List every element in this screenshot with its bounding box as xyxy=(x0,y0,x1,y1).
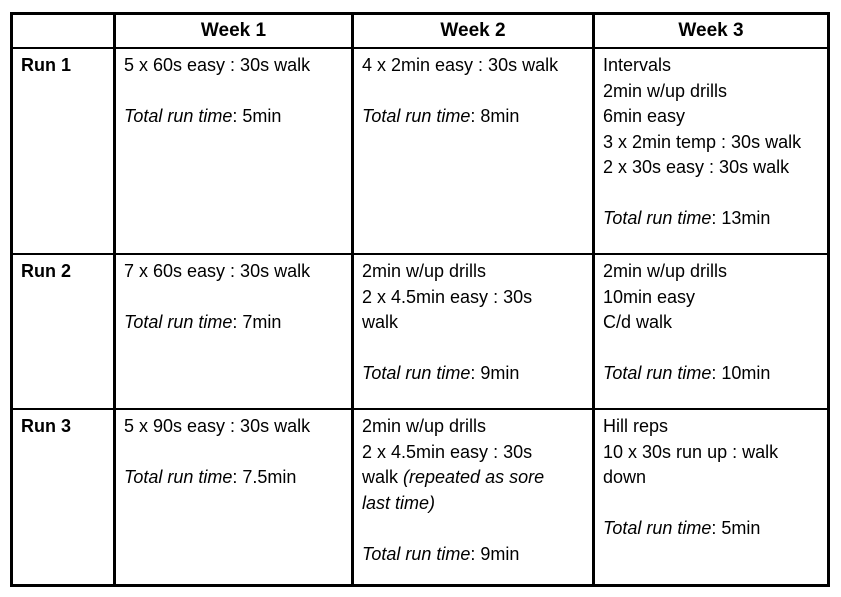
text-segment: 2min w/up drills xyxy=(362,261,487,281)
cell-text-line: 6min easy xyxy=(603,104,819,130)
cell-text-line: Total run time: 9min xyxy=(362,361,584,387)
cell-text-line: Total run time: 10min xyxy=(603,361,819,387)
cell-text-line: 5 x 90s easy : 30s walk xyxy=(124,414,343,440)
row-label-run-1: Run 1 xyxy=(13,49,116,255)
cell-run-3-week-1: 5 x 90s easy : 30s walk Total run time: … xyxy=(116,410,354,584)
cell-text-line: 10min easy xyxy=(603,285,819,311)
cell-text-line xyxy=(124,79,343,105)
header-week-3: Week 3 xyxy=(595,15,827,49)
italic-text-segment: Total run time xyxy=(603,518,712,538)
text-segment: : 7.5min xyxy=(232,467,297,487)
text-segment: 2min w/up drills xyxy=(603,261,728,281)
cell-run-3-week-2: 2min w/up drills 2 x 4.5min easy : 30s wal… xyxy=(354,410,595,584)
italic-text-segment: Total run time xyxy=(603,363,712,383)
text-segment: 3 x 2min temp : 30s walk xyxy=(603,131,802,152)
cell-text-line: Intervals xyxy=(603,53,819,79)
italic-text-segment: Total run time xyxy=(124,467,233,487)
italic-text-segment: Total run time xyxy=(362,543,471,564)
text-segment: : 9min xyxy=(470,363,520,383)
cell-run-2-week-1: 7 x 60s easy : 30s walk Total run time: … xyxy=(116,255,354,410)
text-segment: Intervals xyxy=(603,55,672,75)
text-segment: 2min w/up drills xyxy=(603,80,728,101)
text-segment: 10min easy xyxy=(603,286,696,307)
cell-text-line: walk (repeated as sore xyxy=(362,465,584,491)
cell-text-line: 7 x 60s easy : 30s walk xyxy=(124,259,343,285)
text-segment: : 13min xyxy=(711,208,771,228)
cell-text-line xyxy=(124,285,343,311)
cell-text-line: 5 x 60s easy : 30s walk xyxy=(124,53,343,79)
text-segment: 4 x 2min easy : 30s walk xyxy=(362,55,559,75)
cell-text-line: 2min w/up drills xyxy=(362,259,584,285)
text-segment: : 9min xyxy=(470,543,520,564)
text-segment: : 7min xyxy=(232,312,282,332)
cell-text-line: Hill reps xyxy=(603,414,819,440)
text-segment: 7 x 60s easy : 30s walk xyxy=(124,261,311,281)
cell-run-1-week-2: 4 x 2min easy : 30s walk Total run time:… xyxy=(354,49,595,255)
text-segment: 5 x 60s easy : 30s walk xyxy=(124,55,311,75)
cell-text-line: Total run time: 13min xyxy=(603,206,819,232)
text-segment: down xyxy=(603,467,647,487)
italic-text-segment: Total run time xyxy=(124,106,233,126)
cell-text-line: Total run time: 9min xyxy=(362,542,584,568)
header-week-1: Week 1 xyxy=(116,15,354,49)
cell-text-line: Total run time: 7min xyxy=(124,310,343,336)
cell-text-line: 10 x 30s run up : walk xyxy=(603,440,819,466)
cell-text-line xyxy=(362,336,584,362)
cell-run-1-week-3: Intervals 2min w/up drills 6min easy 3 x 2m… xyxy=(595,49,827,255)
text-segment: C/d walk xyxy=(603,312,673,332)
italic-text-segment: Total run time xyxy=(362,106,471,126)
header-corner-cell xyxy=(13,15,116,49)
italic-text-segment: Total run time xyxy=(124,312,233,332)
text-segment: walk xyxy=(362,467,404,487)
italic-text-segment: Total run time xyxy=(362,363,471,383)
cell-text-line: C/d walk xyxy=(603,310,819,336)
text-segment: 10 x 30s run up : walk xyxy=(603,441,779,462)
cell-text-line: last time) xyxy=(362,491,584,517)
text-segment: 6min easy xyxy=(603,106,686,126)
cell-text-line: 2min w/up drills xyxy=(603,259,819,285)
row-label-run-3: Run 3 xyxy=(13,410,116,584)
text-segment: 2 x 4.5min easy : 30s xyxy=(362,286,533,307)
italic-text-segment: Total run time xyxy=(603,208,712,228)
cell-text-line: Total run time: 7.5min xyxy=(124,465,343,491)
cell-text-line: down xyxy=(603,465,819,491)
text-segment: 5 x 90s easy : 30s walk xyxy=(124,416,311,436)
cell-text-line xyxy=(603,181,819,207)
text-segment: 2 x 4.5min easy : 30s xyxy=(362,441,533,462)
cell-text-line: 4 x 2min easy : 30s walk xyxy=(362,53,584,79)
cell-text-line: walk xyxy=(362,310,584,336)
row-label-run-2: Run 2 xyxy=(13,255,116,410)
cell-run-2-week-2: 2min w/up drills 2 x 4.5min easy : 30s wal… xyxy=(354,255,595,410)
text-segment: : 10min xyxy=(711,363,771,383)
text-segment: : 8min xyxy=(470,106,520,126)
text-segment: walk xyxy=(362,312,399,332)
italic-text-segment: (repeated as sore xyxy=(403,467,545,487)
cell-text-line xyxy=(362,516,584,542)
text-segment: 2 x 30s easy : 30s walk xyxy=(603,157,790,177)
cell-text-line: 2 x 4.5min easy : 30s xyxy=(362,440,584,466)
header-week-2: Week 2 xyxy=(354,15,595,49)
text-segment: : 5min xyxy=(232,106,282,126)
cell-text-line xyxy=(603,491,819,517)
cell-text-line: Total run time: 5min xyxy=(603,516,819,542)
cell-text-line xyxy=(124,440,343,466)
cell-text-line: Total run time: 8min xyxy=(362,104,584,130)
cell-text-line: 2min w/up drills xyxy=(603,79,819,105)
italic-text-segment: last time) xyxy=(362,492,436,513)
cell-text-line: 3 x 2min temp : 30s walk xyxy=(603,130,819,156)
cell-run-1-week-1: 5 x 60s easy : 30s walk Total run time: … xyxy=(116,49,354,255)
text-segment: Hill reps xyxy=(603,416,669,436)
text-segment: 2min w/up drills xyxy=(362,416,487,436)
cell-text-line: 2 x 30s easy : 30s walk xyxy=(603,155,819,181)
cell-text-line xyxy=(603,336,819,362)
cell-run-2-week-3: 2min w/up drills 10min easy C/d walk Total… xyxy=(595,255,827,410)
cell-run-3-week-3: Hill reps 10 x 30s run up : walk down Tota… xyxy=(595,410,827,584)
cell-text-line: 2 x 4.5min easy : 30s xyxy=(362,285,584,311)
text-segment: : 5min xyxy=(711,518,761,538)
cell-text-line: Total run time: 5min xyxy=(124,104,343,130)
cell-text-line xyxy=(362,79,584,105)
cell-text-line: 2min w/up drills xyxy=(362,414,584,440)
